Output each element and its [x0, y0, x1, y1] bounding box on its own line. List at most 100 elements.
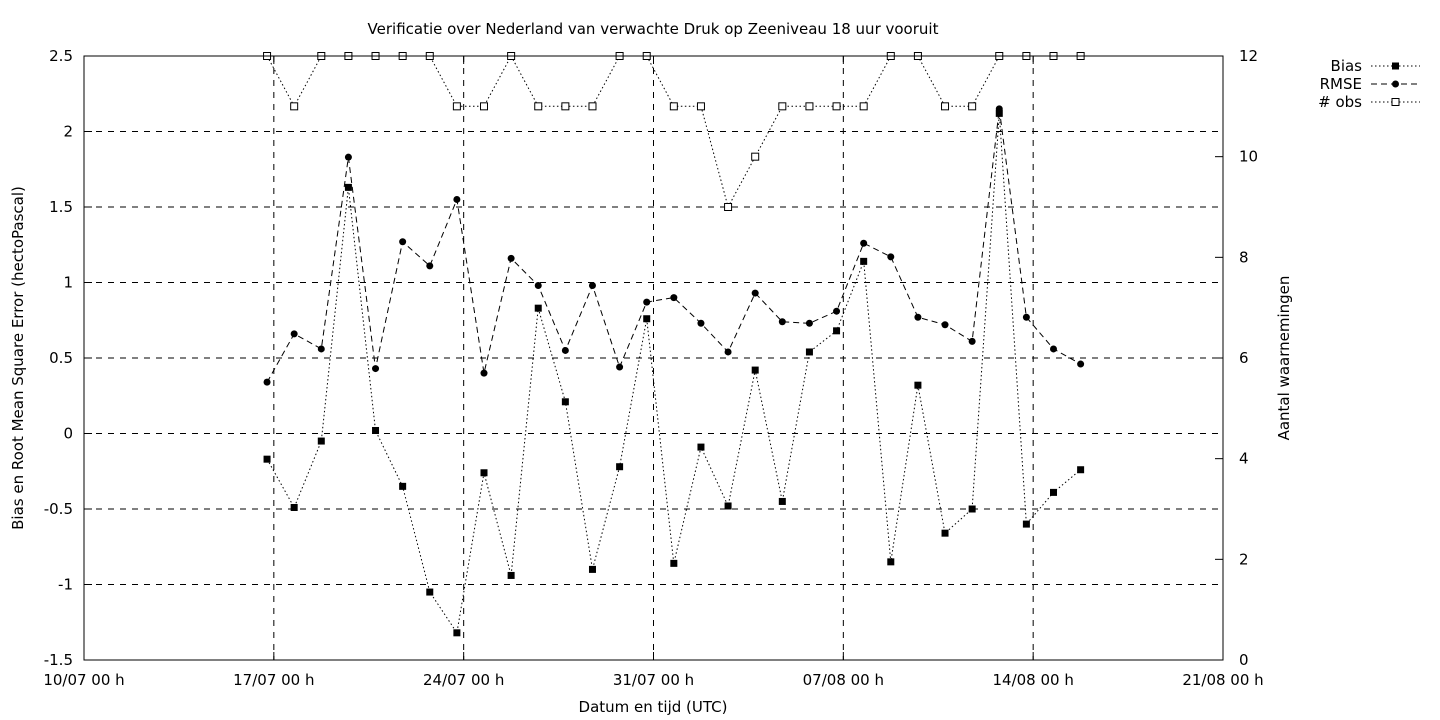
bias-point — [1050, 488, 1058, 496]
rmse-point — [1050, 345, 1058, 353]
x-tick-label: 10/07 00 h — [43, 671, 124, 689]
rmse-point — [561, 346, 569, 354]
rmse-point — [534, 282, 542, 290]
bias-point — [724, 502, 732, 510]
y2-tick-label: 12 — [1239, 47, 1258, 65]
bias-point — [887, 558, 895, 566]
bias-point — [263, 455, 271, 463]
legend-marker — [1391, 98, 1400, 106]
rmse-point — [805, 319, 813, 327]
y2-tick-label: 4 — [1239, 450, 1249, 468]
rmse-point — [480, 369, 488, 377]
rmse-point — [643, 298, 651, 306]
x-tick-label: 31/07 00 h — [613, 671, 694, 689]
y-tick-label: -1 — [58, 576, 73, 594]
rmse-point — [968, 337, 976, 345]
y-tick-label: 2 — [63, 123, 73, 141]
bias-point — [1022, 520, 1030, 528]
ticks — [83, 55, 1224, 661]
rmse-point — [507, 254, 515, 262]
data-layer — [263, 52, 1085, 637]
rmse-point — [453, 195, 461, 203]
legend-label: # obs — [1318, 93, 1362, 111]
bias-point — [507, 571, 515, 579]
x-tick-label: 21/08 00 h — [1182, 671, 1263, 689]
bias-point — [290, 503, 298, 511]
obs-point — [968, 102, 977, 111]
y-tick-label: 0 — [63, 425, 73, 443]
obs-point — [724, 203, 733, 211]
bias-point — [588, 565, 596, 573]
bias-point — [805, 348, 813, 356]
bias-point — [778, 497, 786, 505]
bias-point — [941, 529, 949, 537]
rmse-point — [344, 153, 352, 161]
y-tick-label: -0.5 — [44, 500, 73, 518]
x-tick-label: 24/07 00 h — [423, 671, 504, 689]
y2-tick-label: 10 — [1239, 148, 1258, 166]
rmse-point — [941, 321, 949, 329]
x-tick-label: 14/08 00 h — [992, 671, 1073, 689]
y-axis-label: Bias en Root Mean Square Error (hectoPas… — [9, 186, 27, 530]
bias-point — [914, 381, 922, 389]
bias-point — [1077, 466, 1085, 474]
rmse-point — [263, 378, 271, 386]
y2-axis-label: Aantal waarnemingen — [1275, 276, 1293, 441]
rmse-point — [995, 105, 1003, 113]
bias-point — [399, 482, 407, 490]
rmse-point — [751, 289, 759, 297]
legend-label: RMSE — [1320, 75, 1362, 93]
y-tick-label: 1 — [63, 274, 73, 292]
chart-title: Verificatie over Nederland van verwachte… — [368, 20, 939, 38]
obs-point — [941, 102, 950, 111]
bias-point — [534, 304, 542, 312]
rmse-point — [426, 262, 434, 270]
bias-point — [860, 257, 868, 265]
y-tick-label: 2.5 — [49, 47, 73, 65]
rmse-point — [1022, 313, 1030, 321]
rmse-point — [616, 363, 624, 371]
rmse-point — [778, 318, 786, 326]
bias-point — [968, 505, 976, 513]
rmse-point — [588, 282, 596, 290]
bias-point — [372, 426, 380, 434]
obs-point — [832, 102, 841, 111]
bias-point — [480, 469, 488, 477]
obs-point — [480, 102, 489, 111]
x-tick-label: 07/08 00 h — [803, 671, 884, 689]
rmse-point — [914, 313, 922, 321]
bias-point — [833, 327, 841, 335]
y2-tick-label: 6 — [1239, 349, 1249, 367]
x-tick-label: 17/07 00 h — [233, 671, 314, 689]
obs-point — [452, 102, 461, 111]
rmse-point — [290, 330, 298, 338]
rmse-point — [372, 365, 380, 373]
bias-point — [643, 315, 651, 323]
y-tick-label: 1.5 — [49, 198, 73, 216]
bias-point — [670, 559, 678, 567]
bias-point — [453, 629, 461, 637]
rmse-point — [317, 345, 325, 353]
y2-tick-label: 8 — [1239, 248, 1249, 266]
rmse-point — [670, 294, 678, 302]
obs-point — [534, 102, 543, 111]
series-line-bias — [266, 113, 1081, 635]
bias-point — [616, 463, 624, 471]
bias-point — [317, 437, 325, 445]
legend-marker — [1392, 62, 1399, 70]
obs-point — [696, 102, 705, 111]
y2-tick-label: 0 — [1239, 651, 1249, 669]
obs-point — [778, 102, 787, 111]
rmse-point — [833, 307, 841, 315]
rmse-point — [860, 239, 868, 247]
y-tick-label: 0.5 — [49, 349, 73, 367]
obs-point — [751, 152, 760, 161]
legend-label: Bias — [1331, 57, 1363, 75]
obs-point — [588, 102, 597, 111]
obs-point — [805, 102, 814, 111]
obs-point — [561, 102, 570, 111]
obs-point — [859, 102, 868, 111]
rmse-point — [697, 319, 705, 327]
